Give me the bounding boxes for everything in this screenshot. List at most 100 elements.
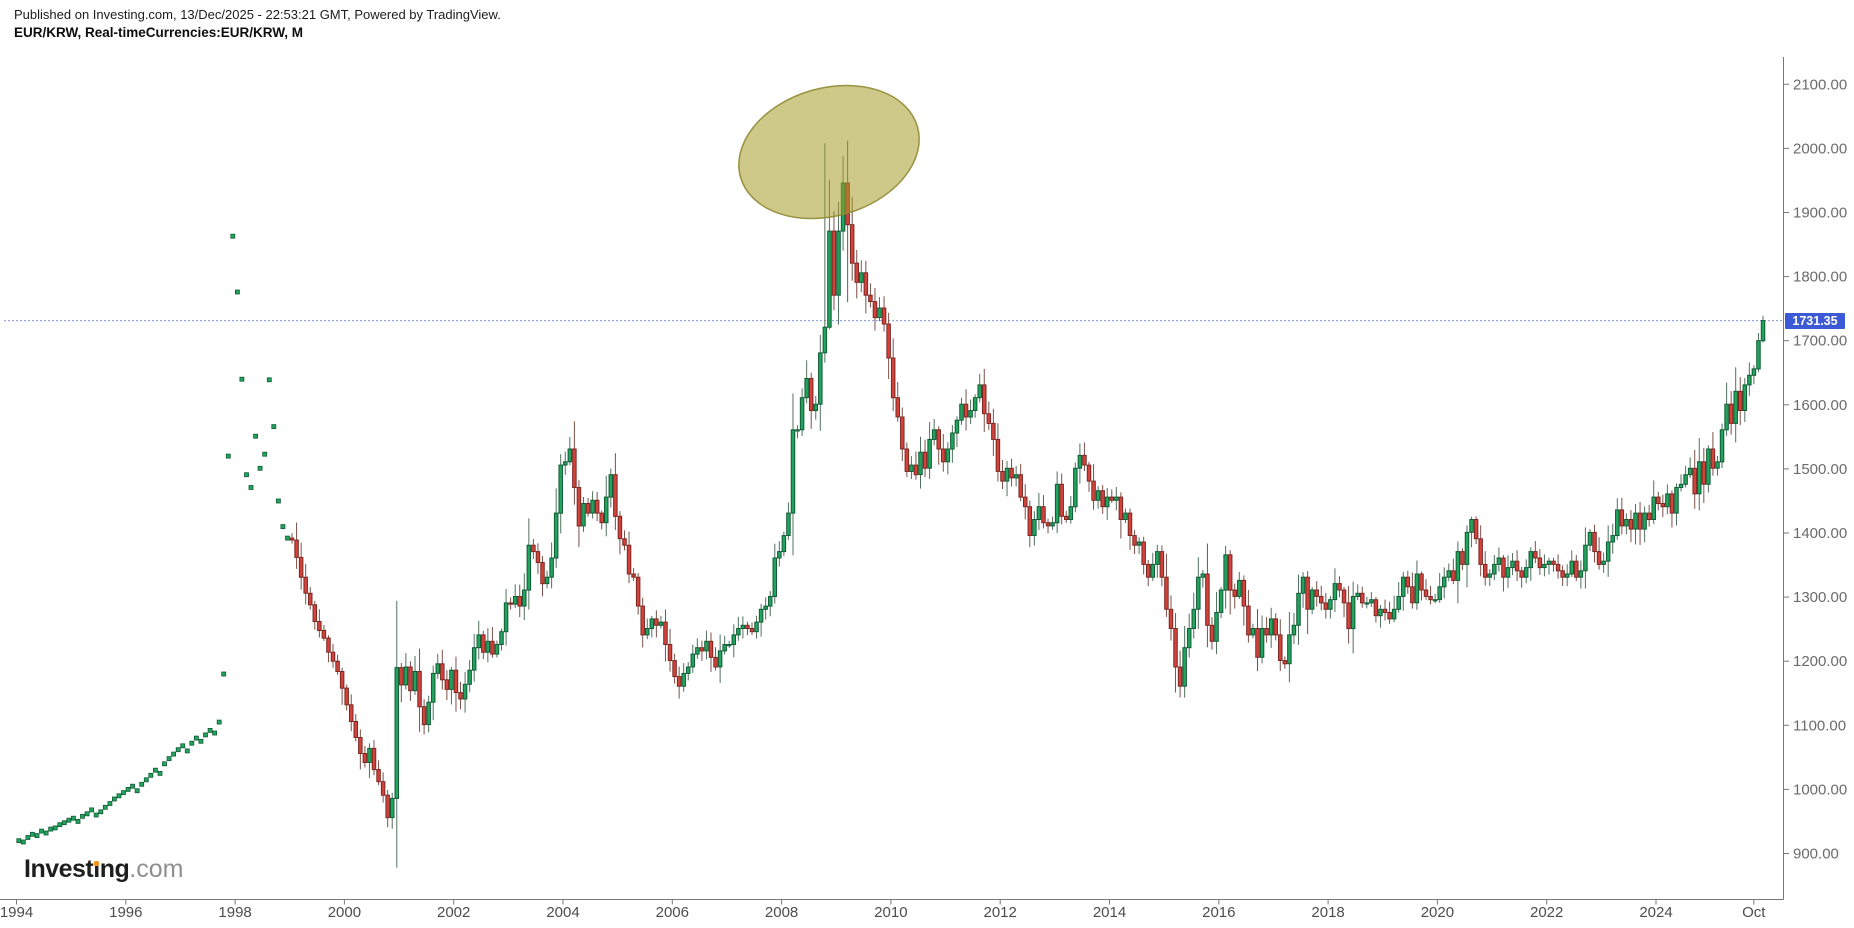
candle-down	[854, 262, 859, 283]
candle-down	[1519, 570, 1524, 578]
candle-up	[581, 503, 586, 527]
time-axis-label: 2010	[874, 904, 907, 921]
candle-down	[1373, 599, 1379, 617]
candle-dot	[93, 812, 99, 818]
candle-down	[1045, 522, 1051, 527]
candle-up	[426, 701, 431, 726]
candle-up	[859, 272, 864, 283]
published-note: Published on Investing.com, 13/Dec/2025 …	[14, 7, 501, 22]
candle-down	[635, 576, 641, 607]
candle-dot	[29, 831, 35, 837]
candle-up	[462, 683, 468, 700]
candle-down	[321, 629, 327, 639]
candle-dot	[221, 671, 227, 677]
logo-text-part2: ng	[99, 855, 130, 883]
candle-up	[954, 419, 960, 434]
time-axis-label: 2022	[1530, 904, 1563, 921]
candle-down	[353, 721, 359, 738]
candle-down	[895, 397, 900, 418]
candle-up	[604, 496, 609, 524]
candle-down	[289, 537, 295, 541]
candle-down	[1255, 628, 1260, 658]
candle-up	[1332, 583, 1338, 601]
candle-down	[1482, 563, 1488, 578]
candle-dot	[216, 719, 222, 725]
candle-down	[1478, 538, 1483, 565]
candle-down	[1710, 448, 1716, 469]
candle-dot	[52, 825, 58, 831]
candle-down	[1560, 570, 1565, 578]
candle-down	[1132, 535, 1137, 546]
candle-down	[1460, 551, 1465, 565]
candle-up	[717, 650, 723, 668]
candle-down	[1009, 467, 1014, 479]
candle-down	[1656, 496, 1661, 505]
price-axis[interactable]: 2100.00 2000.00 1900.00 1800.00 1700.00 1600.…	[1783, 57, 1848, 900]
candle-up	[1250, 628, 1256, 636]
candle-down	[1246, 605, 1251, 636]
candle-down	[1063, 515, 1069, 520]
candles-layer	[16, 140, 1766, 868]
candle-down	[617, 515, 623, 540]
candle-dot	[203, 732, 208, 738]
candle-up	[1123, 512, 1128, 520]
candle-up	[681, 672, 686, 687]
candle-dot	[139, 781, 145, 787]
candle-up	[1400, 576, 1406, 597]
candle-dot	[102, 804, 108, 810]
price-axis-label: 2000.00	[1793, 140, 1847, 157]
candle-down	[385, 794, 390, 819]
candle-dot	[248, 485, 254, 490]
candle-down	[1059, 483, 1064, 517]
candle-down	[1574, 560, 1579, 578]
time-axis-label: 1998	[218, 904, 251, 921]
candle-down	[699, 647, 705, 652]
candle-up	[1350, 596, 1356, 630]
candle-down	[1209, 624, 1215, 642]
candle-down	[1027, 506, 1033, 537]
candle-up	[558, 464, 563, 514]
candle-up	[544, 576, 550, 585]
candle-dot	[175, 747, 181, 753]
candle-down	[531, 544, 536, 553]
candle-down	[517, 596, 522, 607]
candle-down	[749, 628, 755, 633]
candle-down	[303, 576, 308, 594]
candle-down	[1533, 551, 1538, 559]
time-axis-label: 2018	[1311, 904, 1344, 921]
price-axis-label: 1200.00	[1793, 653, 1847, 670]
candle-down	[1596, 551, 1602, 565]
candle-up	[1437, 586, 1442, 601]
candle-dot	[166, 756, 172, 761]
candle-up	[1013, 474, 1019, 479]
candle-up	[394, 667, 400, 799]
candle-up	[822, 326, 828, 354]
candle-up	[1697, 461, 1702, 495]
candle-up	[1032, 519, 1037, 536]
candle-up	[1155, 551, 1160, 565]
time-axis-label: 2024	[1639, 904, 1672, 921]
candle-dot	[225, 453, 231, 459]
candle-down	[1141, 541, 1146, 565]
candle-up	[763, 605, 768, 610]
candle-up	[818, 352, 823, 405]
candle-dot	[84, 811, 90, 817]
time-axis-label: 2020	[1421, 904, 1454, 921]
candle-down	[1501, 557, 1506, 578]
candle-up	[608, 474, 614, 498]
time-axis-label: 2014	[1093, 904, 1126, 921]
candle-down	[317, 621, 322, 631]
candle-down	[713, 656, 718, 668]
candle-up	[1114, 496, 1119, 501]
candle-dot	[43, 830, 49, 836]
candle-down	[1637, 512, 1643, 530]
candle-dot	[61, 820, 67, 826]
candle-down	[849, 224, 855, 264]
candle-up	[1601, 560, 1606, 565]
investing-logo[interactable]: Investı ng.com	[24, 855, 183, 884]
candle-dot	[189, 740, 195, 746]
time-axis-label: 2012	[984, 904, 1017, 921]
time-axis[interactable]: 1994 1996 1998 2000 2002 2004 2006 2008 2010 2012…	[0, 899, 1784, 922]
candle-down	[868, 294, 873, 303]
